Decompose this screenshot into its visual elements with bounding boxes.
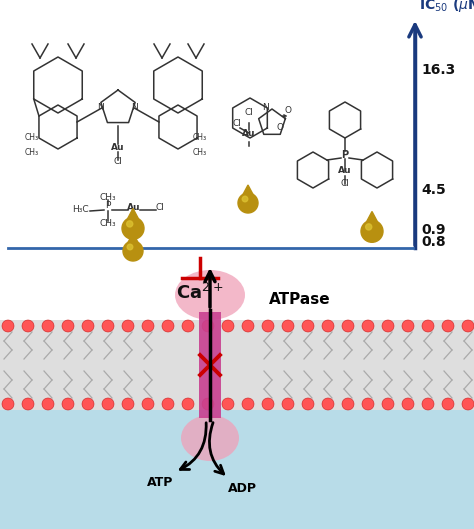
Circle shape <box>122 217 144 239</box>
Text: Au: Au <box>338 166 352 175</box>
Circle shape <box>82 320 94 332</box>
Circle shape <box>361 220 383 242</box>
Circle shape <box>342 320 354 332</box>
Text: Cl: Cl <box>114 158 122 167</box>
Text: 0.8: 0.8 <box>421 235 446 249</box>
Circle shape <box>422 320 434 332</box>
Circle shape <box>362 320 374 332</box>
Circle shape <box>382 320 394 332</box>
Text: Cl: Cl <box>233 119 241 128</box>
Circle shape <box>442 320 454 332</box>
Circle shape <box>282 320 294 332</box>
Circle shape <box>82 398 94 410</box>
Ellipse shape <box>181 415 239 461</box>
Circle shape <box>262 398 274 410</box>
Text: Cl: Cl <box>155 203 164 212</box>
Circle shape <box>222 398 234 410</box>
Circle shape <box>322 320 334 332</box>
Circle shape <box>238 193 258 213</box>
Circle shape <box>282 398 294 410</box>
Text: ADP: ADP <box>228 481 256 495</box>
Circle shape <box>242 196 248 202</box>
Circle shape <box>42 398 54 410</box>
Circle shape <box>442 398 454 410</box>
Text: N: N <box>132 104 138 113</box>
Circle shape <box>122 398 134 410</box>
Polygon shape <box>363 212 382 229</box>
Text: H₃C: H₃C <box>72 205 88 214</box>
Circle shape <box>127 244 133 250</box>
Circle shape <box>242 398 254 410</box>
Text: 0.9: 0.9 <box>421 223 446 237</box>
Circle shape <box>222 320 234 332</box>
Circle shape <box>162 320 174 332</box>
Circle shape <box>422 398 434 410</box>
Circle shape <box>182 320 194 332</box>
Circle shape <box>123 241 143 261</box>
Circle shape <box>202 398 214 410</box>
Text: P: P <box>105 202 111 211</box>
Text: Au: Au <box>111 143 125 152</box>
Text: ATPase: ATPase <box>269 293 331 307</box>
Text: CH₃: CH₃ <box>25 133 39 142</box>
Text: IC$_{50}$ ($\mu$M): IC$_{50}$ ($\mu$M) <box>419 0 474 14</box>
Bar <box>199 312 221 418</box>
Circle shape <box>22 320 34 332</box>
Text: Cl: Cl <box>245 108 254 117</box>
Circle shape <box>42 320 54 332</box>
Circle shape <box>122 320 134 332</box>
Text: CH₃: CH₃ <box>25 148 39 157</box>
Circle shape <box>302 398 314 410</box>
Circle shape <box>302 320 314 332</box>
Text: CH₃: CH₃ <box>100 194 116 203</box>
Bar <box>0 320 474 410</box>
Circle shape <box>2 398 14 410</box>
Circle shape <box>402 398 414 410</box>
Text: Au: Au <box>242 129 256 138</box>
Text: O: O <box>284 106 292 115</box>
Text: CH₃: CH₃ <box>193 133 207 142</box>
Circle shape <box>142 320 154 332</box>
Text: Cl: Cl <box>340 179 349 188</box>
Text: ATP: ATP <box>147 476 173 488</box>
Circle shape <box>182 398 194 410</box>
Circle shape <box>102 320 114 332</box>
Circle shape <box>462 320 474 332</box>
Circle shape <box>22 398 34 410</box>
Circle shape <box>402 320 414 332</box>
Bar <box>0 410 474 529</box>
Circle shape <box>262 320 274 332</box>
Circle shape <box>162 398 174 410</box>
Circle shape <box>365 224 372 230</box>
Circle shape <box>202 320 214 332</box>
Text: 16.3: 16.3 <box>421 63 455 77</box>
Circle shape <box>62 320 74 332</box>
Circle shape <box>102 398 114 410</box>
Circle shape <box>242 320 254 332</box>
Polygon shape <box>239 185 256 201</box>
Circle shape <box>322 398 334 410</box>
Circle shape <box>62 398 74 410</box>
Polygon shape <box>124 208 142 226</box>
Text: CH₃: CH₃ <box>193 148 207 157</box>
Text: Au: Au <box>127 203 141 212</box>
Text: Ca$^{2+}$: Ca$^{2+}$ <box>176 283 224 303</box>
Circle shape <box>142 398 154 410</box>
Ellipse shape <box>175 270 245 320</box>
Circle shape <box>127 221 133 227</box>
Text: P: P <box>341 150 348 160</box>
Text: N: N <box>263 103 269 112</box>
Circle shape <box>462 398 474 410</box>
Circle shape <box>342 398 354 410</box>
Text: CH₃: CH₃ <box>100 220 116 229</box>
Text: O: O <box>276 123 283 132</box>
Circle shape <box>382 398 394 410</box>
Polygon shape <box>125 233 142 249</box>
Circle shape <box>362 398 374 410</box>
Text: 4.5: 4.5 <box>421 183 446 197</box>
Text: N: N <box>98 104 104 113</box>
Circle shape <box>2 320 14 332</box>
